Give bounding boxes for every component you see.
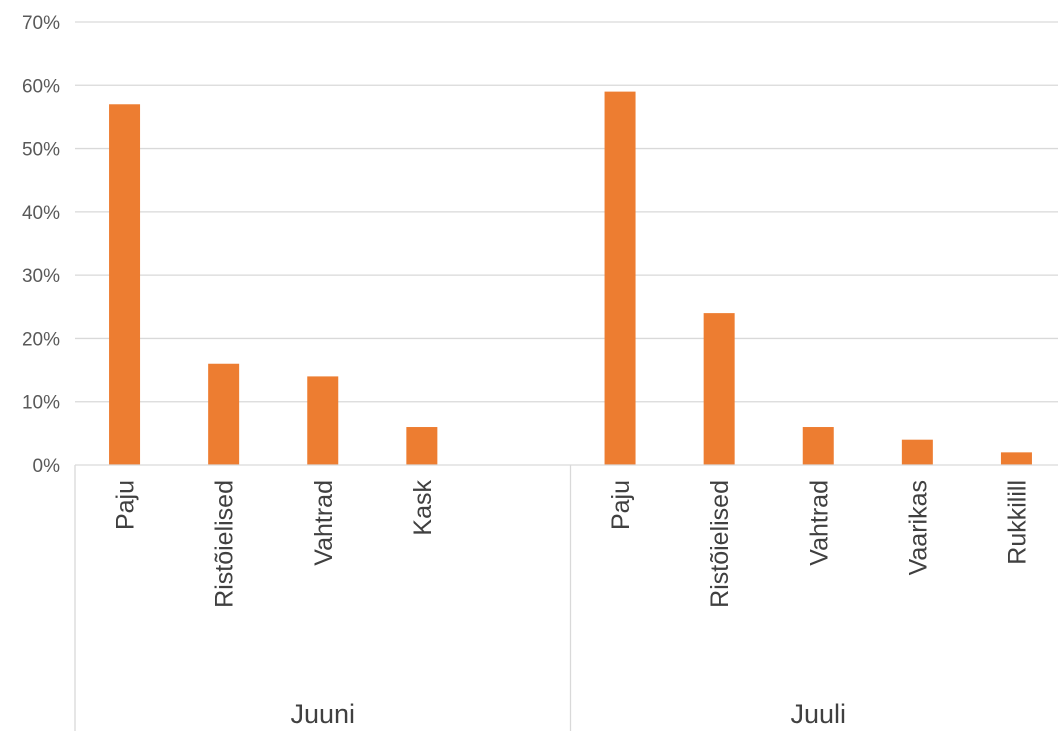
y-tick-label: 70% bbox=[22, 13, 60, 34]
category-label: Paju bbox=[607, 480, 635, 530]
y-tick-label: 60% bbox=[22, 76, 60, 97]
y-tick-label: 10% bbox=[22, 393, 60, 414]
y-tick-label: 20% bbox=[22, 329, 60, 350]
gridlines bbox=[75, 21, 1058, 403]
category-labels: Paju Ristõielised Vahtrad Kask Paju Ristõieli… bbox=[112, 480, 1032, 608]
y-tick-label: 50% bbox=[22, 140, 60, 161]
y-tick-label: 40% bbox=[22, 203, 60, 224]
bar bbox=[604, 91, 636, 465]
bar bbox=[208, 363, 240, 465]
category-label: Vahtrad bbox=[805, 480, 833, 566]
category-label: Vaarikas bbox=[904, 480, 932, 575]
bar bbox=[703, 313, 735, 465]
bar bbox=[1000, 452, 1032, 465]
y-tick-label: 30% bbox=[22, 266, 60, 287]
category-label: Vahtrad bbox=[310, 480, 338, 566]
y-tick-label: 0% bbox=[33, 456, 61, 477]
x-axis bbox=[74, 464, 1058, 731]
bar bbox=[109, 104, 141, 466]
category-label: Paju bbox=[112, 480, 140, 530]
category-label: Ristõielised bbox=[211, 480, 239, 608]
category-label: Kask bbox=[409, 480, 437, 536]
bar bbox=[406, 427, 438, 465]
bar bbox=[307, 376, 339, 465]
group-labels: Juuni Juuli bbox=[290, 699, 846, 729]
bars bbox=[109, 91, 1032, 466]
y-axis-tick-labels: 0% 10% 20% 30% 40% 50% 60% 70% bbox=[22, 13, 60, 477]
group-label: Juuni bbox=[290, 699, 355, 729]
category-label: Rukkilill bbox=[1003, 480, 1031, 565]
bar bbox=[802, 427, 834, 465]
category-label: Ristõielised bbox=[706, 480, 734, 608]
bar bbox=[901, 439, 933, 465]
group-label: Juuli bbox=[790, 699, 846, 729]
